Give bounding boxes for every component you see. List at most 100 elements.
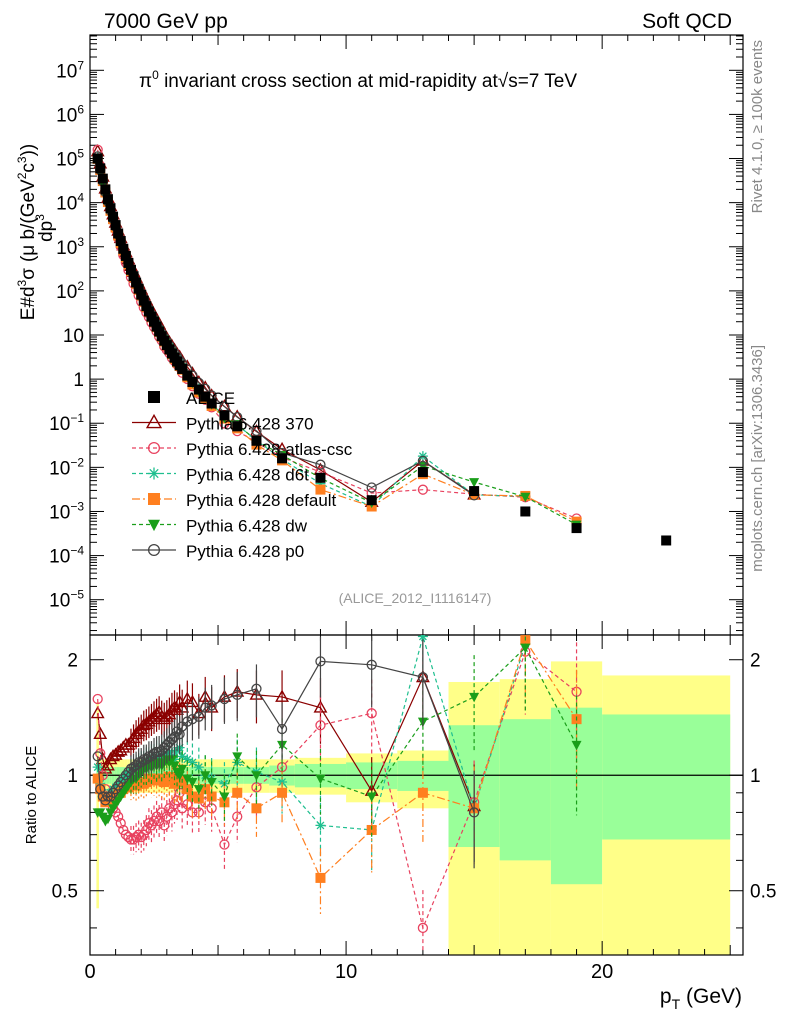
- data-point: [161, 739, 172, 751]
- data-point: [90, 705, 105, 719]
- data-point: [315, 656, 326, 667]
- data-point: [366, 792, 377, 803]
- legend-item-atlas: Pythia 6.428 atlas-csc: [132, 440, 353, 459]
- data-point: [232, 689, 243, 700]
- data-point: [193, 785, 204, 795]
- data-point: [148, 519, 160, 532]
- data-point: [113, 780, 124, 791]
- data-point: [143, 818, 155, 829]
- ylabel-units-mid: c: [18, 163, 39, 173]
- data-point: [315, 472, 326, 483]
- data-point: [115, 776, 126, 788]
- data-point: [200, 702, 211, 713]
- data-point: [100, 184, 111, 195]
- data-point: [143, 751, 155, 762]
- data-point: [232, 752, 243, 762]
- data-point: [206, 398, 217, 409]
- title-pi: π: [139, 71, 152, 92]
- legend-item-p0: Pythia 6.428 p0: [132, 542, 304, 561]
- data-point: [193, 384, 204, 395]
- data-point: [520, 643, 531, 654]
- data-point: [147, 543, 161, 557]
- data-point: [143, 306, 154, 317]
- data-point: [277, 777, 288, 788]
- x-tick-label: 0: [84, 961, 95, 983]
- data-point: [133, 283, 144, 294]
- data-point: [187, 757, 198, 768]
- legend-item-d6t: Pythia 6.428 d6t: [132, 466, 309, 485]
- ratio-tick-label-left: 0.5: [52, 882, 78, 903]
- data-point: [141, 301, 152, 312]
- legend-item-dw: Pythia 6.428 dw: [132, 517, 308, 536]
- title-mid: invariant cross section at mid-rapidity …: [159, 71, 499, 92]
- data-point: [251, 771, 262, 781]
- data-point: [275, 689, 290, 702]
- data-point: [219, 792, 230, 803]
- data-point: [148, 467, 160, 480]
- data-point: [251, 425, 262, 437]
- data-point: [123, 257, 134, 268]
- data-point: [182, 754, 193, 765]
- data-point: [571, 740, 582, 751]
- x-tick-label: 10: [335, 961, 357, 983]
- data-point: [417, 672, 429, 683]
- title-sqrt: √s: [498, 71, 518, 92]
- ylabel-num-sup: 3: [15, 279, 29, 286]
- data-point: [92, 762, 103, 773]
- data-point: [315, 484, 326, 495]
- header-left: 7000 GeV pp: [104, 10, 228, 33]
- data-point: [148, 493, 160, 505]
- data-point: [315, 774, 326, 785]
- xlabel-main: p: [660, 985, 672, 1008]
- ylabel-units-sup2: 3: [15, 156, 29, 163]
- band-green-segment: [499, 719, 551, 861]
- data-point: [251, 683, 262, 694]
- data-point: [315, 459, 326, 470]
- data-point: [128, 271, 139, 282]
- ylabel-sigma: σ: [18, 268, 39, 280]
- legend-label: Pythia 6.428 d6t: [186, 466, 309, 485]
- ratio-tick-label-left: 1: [67, 766, 78, 787]
- data-point: [200, 784, 211, 795]
- data-point: [277, 453, 288, 464]
- data-point: [417, 467, 428, 478]
- data-point: [106, 748, 120, 762]
- y-tick-label: 105: [56, 147, 84, 171]
- data-point: [147, 441, 161, 455]
- data-point: [95, 748, 106, 759]
- data-point: [200, 771, 211, 781]
- data-point: [145, 413, 163, 429]
- axes: 0 10 2010−510−410−310−210−1110102103104105…: [49, 35, 776, 983]
- header-right: Soft QCD: [642, 10, 732, 33]
- data-point: [193, 711, 204, 722]
- data-point: [164, 736, 175, 748]
- series-line: [97, 149, 577, 520]
- data-point: [166, 734, 178, 745]
- data-point: [468, 807, 480, 818]
- svg-text:dp3: dp3: [33, 214, 57, 242]
- data-point: [417, 484, 429, 495]
- data-point: [251, 803, 262, 814]
- data-point: [108, 211, 119, 222]
- plot-title: π0 invariant cross section at mid-rapidi…: [139, 68, 577, 92]
- data-point: [232, 421, 243, 432]
- data-point: [469, 478, 480, 488]
- data-point: [187, 377, 198, 388]
- data-point: [131, 724, 146, 737]
- data-point: [138, 295, 149, 306]
- y-tick-label: 102: [56, 279, 84, 303]
- y-tick-label: 107: [56, 58, 84, 82]
- data-point: [115, 818, 126, 829]
- data-point: [159, 709, 174, 722]
- data-point: [105, 203, 116, 214]
- data-point: [148, 391, 160, 403]
- data-point: [169, 761, 180, 772]
- ratio-tick-label-right: 2: [750, 651, 761, 672]
- ratio-tick-label-right: 0.5: [750, 882, 776, 903]
- x-axis-label: pT (GeV): [660, 985, 742, 1012]
- ylabel-units-end: )): [18, 144, 39, 157]
- main-series: [90, 143, 672, 546]
- data-point: [133, 829, 144, 840]
- data-point: [206, 778, 217, 788]
